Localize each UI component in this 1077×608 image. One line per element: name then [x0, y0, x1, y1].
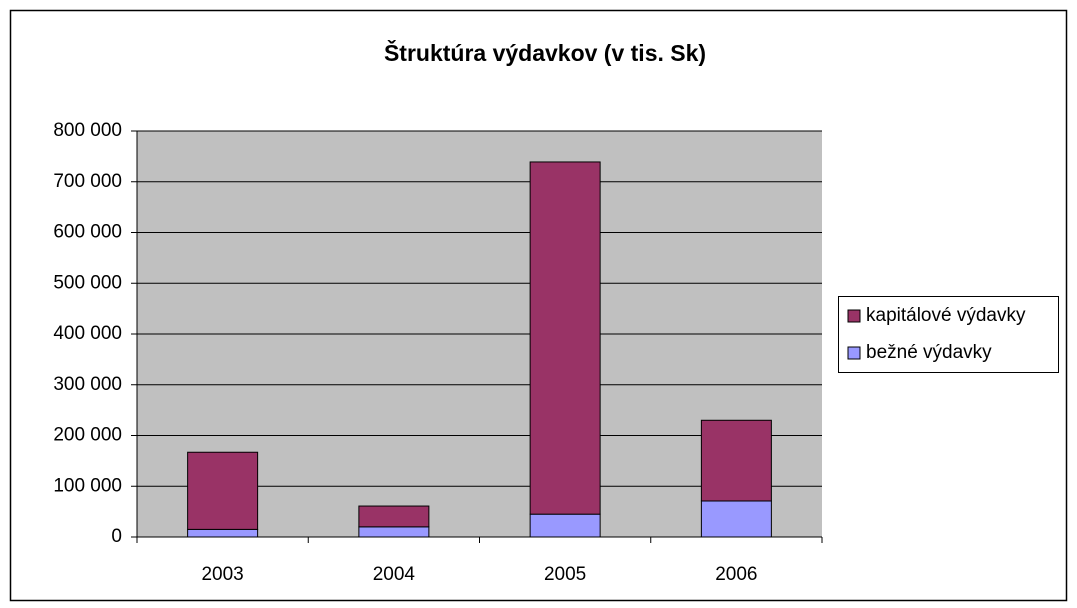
x-tick-label: 2003	[201, 564, 243, 585]
bar-segment	[700, 419, 772, 502]
bar-segment	[187, 528, 259, 538]
bar-segment	[187, 451, 259, 530]
y-tick-label: 500 000	[53, 272, 122, 293]
bar-segment	[358, 526, 430, 538]
bar-segment	[700, 500, 772, 538]
legend-swatch	[847, 346, 861, 360]
y-tick-label: 100 000	[53, 475, 122, 496]
x-tick-label: 2006	[715, 564, 757, 585]
y-tick-label: 0	[111, 526, 122, 547]
legend-box	[838, 296, 1059, 373]
legend-label: bežné výdavky	[866, 342, 992, 363]
y-tick-label: 700 000	[53, 171, 122, 192]
bar-segment	[529, 161, 601, 515]
y-tick-label: 300 000	[53, 374, 122, 395]
x-tick-label: 2004	[373, 564, 416, 585]
bar-segment	[358, 505, 430, 528]
y-tick-label: 400 000	[53, 323, 122, 344]
x-tick-label: 2005	[544, 564, 586, 585]
bar-segment	[529, 513, 601, 538]
legend-swatch	[847, 309, 861, 323]
chart-title: Štruktúra výdavkov (v tis. Sk)	[384, 39, 706, 66]
y-tick-label: 800 000	[53, 120, 122, 141]
legend-label: kapitálové výdavky	[866, 305, 1026, 326]
y-tick-label: 200 000	[53, 425, 122, 446]
y-tick-label: 600 000	[53, 222, 122, 243]
